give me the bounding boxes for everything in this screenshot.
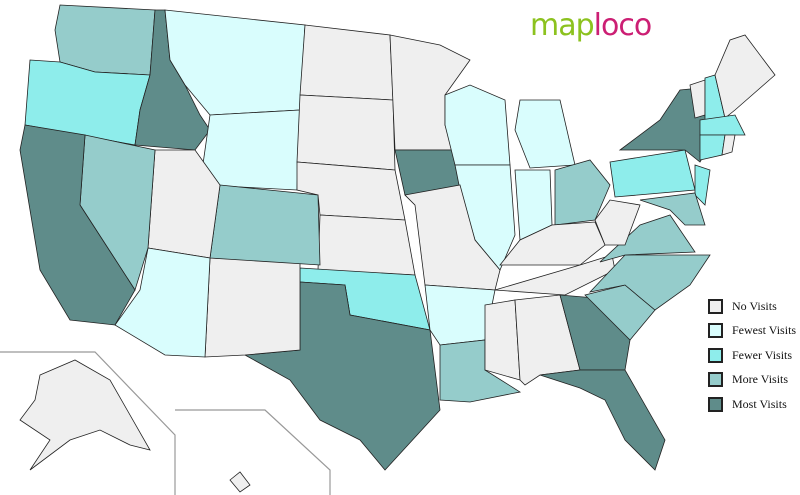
state-hi[interactable] (229, 471, 251, 493)
state-nj[interactable] (694, 164, 711, 206)
legend-swatch (708, 323, 723, 339)
legend-swatch (708, 396, 723, 412)
state-ca[interactable] (19, 124, 136, 326)
state-pa[interactable] (609, 149, 696, 198)
state-ct[interactable] (699, 134, 726, 161)
legend-swatch (708, 347, 723, 363)
legend-item-fewest: Fewest Visits (708, 319, 796, 344)
maploco-logo[interactable]: maploco (530, 8, 652, 43)
state-va[interactable] (599, 214, 696, 263)
state-nd[interactable] (299, 24, 394, 101)
state-tn[interactable] (494, 254, 616, 296)
state-az[interactable] (114, 247, 211, 358)
state-me[interactable] (714, 34, 776, 119)
state-ks[interactable] (317, 214, 416, 276)
state-wv[interactable] (594, 199, 641, 246)
state-oh[interactable] (554, 159, 611, 226)
state-mi[interactable] (514, 99, 576, 169)
legend-item-most: Most Visits (708, 392, 796, 417)
inset-frame (175, 409, 331, 495)
state-ri[interactable] (721, 134, 736, 156)
legend-item-more: More Visits (708, 368, 796, 393)
state-ma[interactable] (699, 114, 746, 136)
state-ms[interactable] (484, 299, 521, 381)
state-wi[interactable] (444, 84, 511, 166)
legend-item-fewer: Fewer Visits (708, 343, 796, 368)
state-co[interactable] (209, 184, 321, 266)
legend-swatch (708, 372, 723, 388)
state-ar[interactable] (424, 284, 496, 346)
state-mo[interactable] (404, 184, 501, 291)
state-fl[interactable] (539, 369, 666, 471)
state-ak[interactable] (19, 359, 151, 471)
state-md[interactable] (639, 192, 706, 226)
legend-item-none: No Visits (708, 294, 796, 319)
state-ky[interactable] (499, 221, 606, 266)
state-nm[interactable] (204, 257, 301, 358)
inset-frame (0, 351, 176, 495)
legend: No Visits Fewest Visits Fewer Visits Mor… (708, 294, 796, 417)
state-sd[interactable] (296, 94, 396, 171)
legend-swatch (708, 298, 723, 314)
